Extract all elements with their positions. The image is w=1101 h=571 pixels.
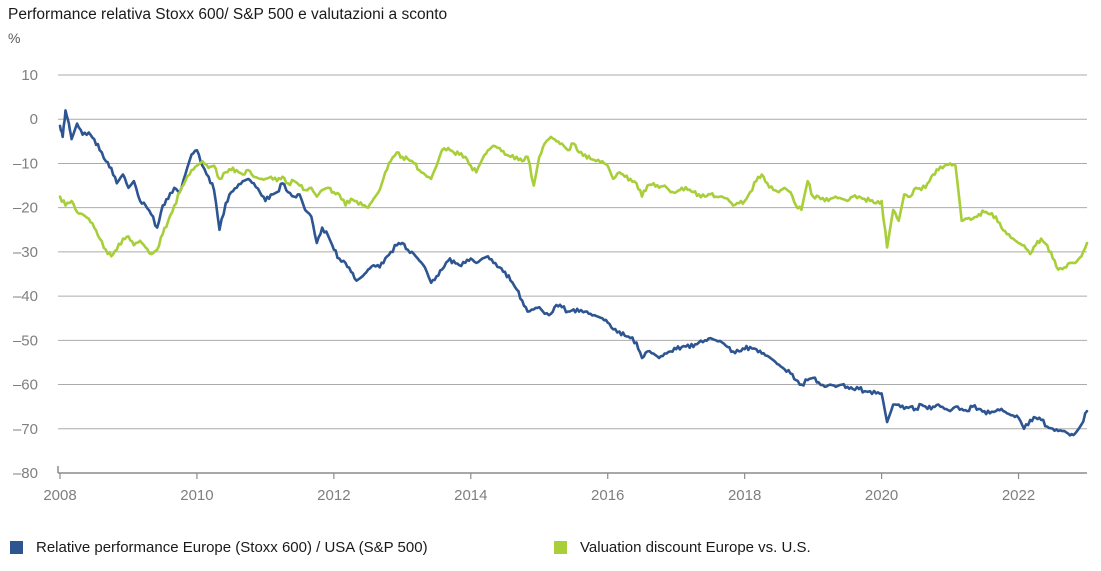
- y-tick-label: –50: [13, 332, 38, 349]
- x-tick-label: 2020: [865, 487, 898, 504]
- x-tick-label: 2012: [317, 487, 350, 504]
- legend-swatch-valuation-discount: [554, 540, 567, 554]
- legend-item-relative-performance: Relative performance Europe (Stoxx 600) …: [10, 538, 428, 556]
- y-tick-label: –30: [13, 244, 38, 261]
- series-line-valuation-discount: [58, 135, 1089, 271]
- y-tick-label: –60: [13, 377, 38, 394]
- y-axis-unit-label: %: [8, 30, 21, 46]
- legend-item-valuation-discount: Valuation discount Europe vs. U.S.: [554, 538, 811, 556]
- y-tick-label: –70: [13, 421, 38, 438]
- y-tick-label: –80: [13, 465, 38, 482]
- chart-title: Performance relativa Stoxx 600/ S&P 500 …: [8, 6, 448, 23]
- x-tick-label: 2010: [180, 487, 213, 504]
- series-line-relative-performance: [58, 109, 1089, 437]
- y-tick-label: 10: [21, 67, 38, 84]
- legend-label-relative-performance: Relative performance Europe (Stoxx 600) …: [36, 538, 428, 556]
- y-tick-label: –10: [13, 155, 38, 172]
- y-tick-label: 0: [30, 111, 38, 128]
- x-tick-label: 2014: [454, 487, 487, 504]
- x-tick-label: 2018: [728, 487, 761, 504]
- x-tick-label: 2016: [591, 487, 624, 504]
- x-tick-label: 2022: [1002, 487, 1035, 504]
- legend-swatch-relative-performance: [10, 540, 23, 554]
- legend-label-valuation-discount: Valuation discount Europe vs. U.S.: [580, 538, 811, 556]
- y-tick-label: –20: [13, 200, 38, 217]
- y-tick-label: –40: [13, 288, 38, 305]
- x-tick-label: 2008: [43, 487, 76, 504]
